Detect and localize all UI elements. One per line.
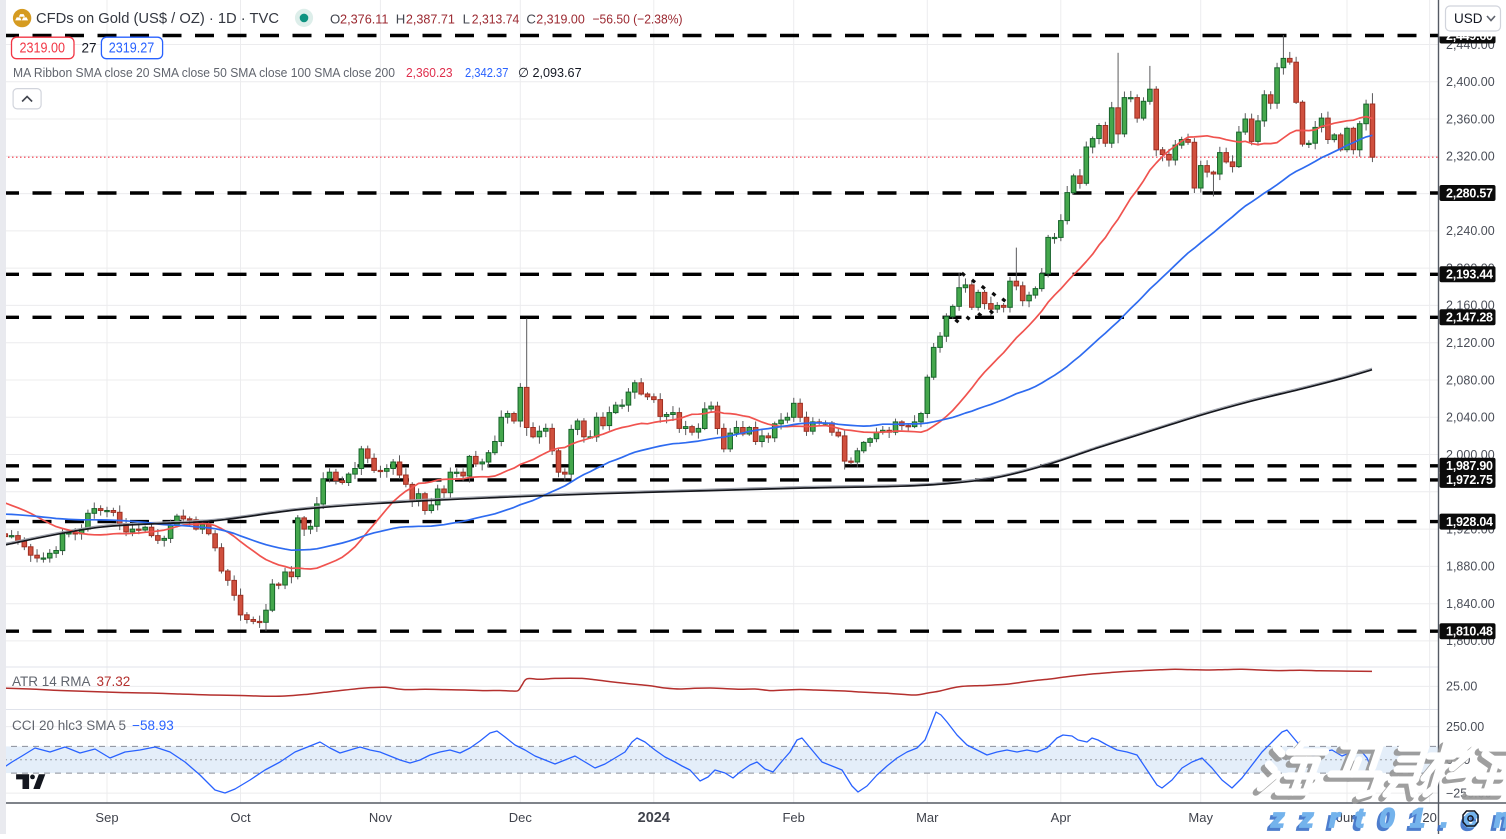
svg-text:C: C [526,12,536,27]
svg-text:Jun: Jun [1337,810,1358,825]
svg-text:2319.00: 2319.00 [20,41,66,57]
svg-text:2024: 2024 [638,810,670,826]
svg-text:2,376.11: 2,376.11 [340,12,389,27]
svg-text:2,387.71: 2,387.71 [406,12,455,27]
svg-text:2,160.00: 2,160.00 [1446,299,1495,313]
svg-text:2,319.00: 2,319.00 [536,12,585,27]
svg-text:2,040.00: 2,040.00 [1446,411,1495,425]
svg-text:1,987.90: 1,987.90 [1446,459,1493,473]
svg-text:2,080.00: 2,080.00 [1446,373,1495,387]
svg-text:2,313.74: 2,313.74 [472,12,520,27]
svg-text:L: L [463,12,470,27]
svg-text:−56.50 (−2.38%): −56.50 (−2.38%) [593,12,683,27]
svg-text:Mar: Mar [916,810,939,825]
svg-text:2,120.00: 2,120.00 [1446,336,1495,350]
svg-text:27: 27 [82,41,97,56]
svg-text:1,928.04: 1,928.04 [1446,515,1493,529]
svg-text:MA Ribbon SMA close 20 SMA clo: MA Ribbon SMA close 20 SMA close 50 SMA … [13,65,395,80]
svg-text:2,240.00: 2,240.00 [1446,224,1495,238]
svg-text:O: O [330,12,340,27]
svg-text:2,193.44: 2,193.44 [1446,268,1493,282]
svg-text:1,840.00: 1,840.00 [1446,597,1495,611]
svg-text:Nov: Nov [369,810,393,825]
svg-text:2,342.37: 2,342.37 [465,65,508,80]
svg-text:Sep: Sep [95,810,118,825]
svg-text:2319.27: 2319.27 [109,41,155,57]
svg-text:2,400.00: 2,400.00 [1446,75,1495,89]
svg-text:1,972.75: 1,972.75 [1446,473,1493,487]
svg-text:20: 20 [1422,810,1436,825]
svg-text:250.00: 250.00 [1446,720,1484,734]
svg-text:2,360.23: 2,360.23 [406,65,453,80]
svg-text:1,880.00: 1,880.00 [1446,560,1495,574]
svg-text:zzrt01.cn: zzrt01.cn [1270,803,1506,833]
svg-text:∅ 2,093.67: ∅ 2,093.67 [518,65,582,80]
svg-text:2,280.57: 2,280.57 [1446,186,1493,200]
svg-text:USD: USD [1454,11,1483,26]
svg-text:Apr: Apr [1051,810,1072,825]
svg-text:Oct: Oct [230,810,251,825]
svg-text:CFDs on Gold (US$ / OZ) · 1D ·: CFDs on Gold (US$ / OZ) · 1D · TVC [36,10,279,27]
svg-text:2,147.28: 2,147.28 [1446,311,1493,325]
svg-text:Feb: Feb [782,810,804,825]
svg-text:zzrt01.cn: zzrt01.cn [1267,806,1506,834]
svg-text:H: H [396,12,406,27]
svg-text:1,810.48: 1,810.48 [1446,625,1493,639]
svg-text:2,360.00: 2,360.00 [1446,112,1495,126]
svg-text:Dec: Dec [509,810,533,825]
svg-text:25.00: 25.00 [1446,680,1477,694]
svg-text:2,449.60: 2,449.60 [1446,29,1493,43]
svg-text:CCI 20 hlc3 SMA 5−58.93: CCI 20 hlc3 SMA 5 −58.93 [12,718,174,733]
svg-text:May: May [1188,810,1213,825]
svg-text:2,320.00: 2,320.00 [1446,150,1495,164]
